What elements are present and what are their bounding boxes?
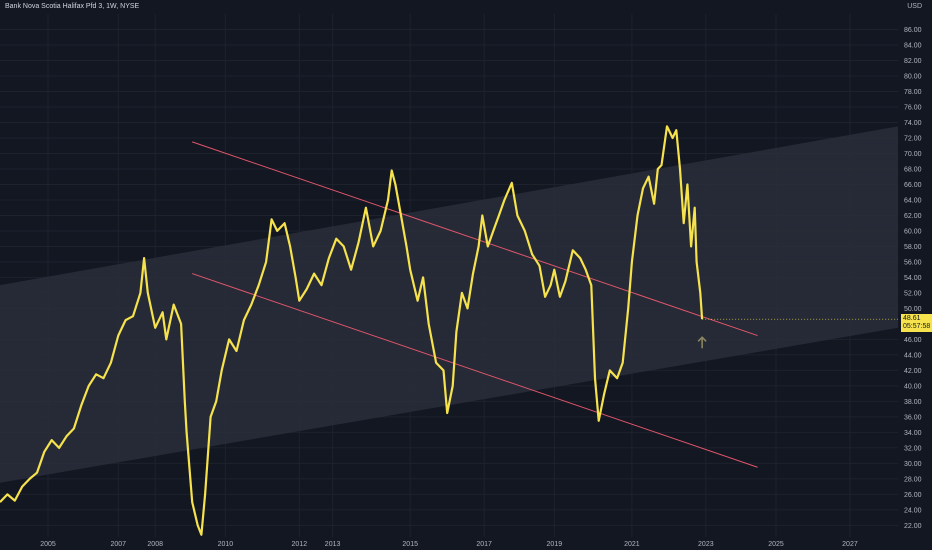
x-tick-label: 2015	[402, 541, 418, 548]
y-tick-label: 72.00	[904, 135, 922, 142]
last-price: 48.61	[903, 315, 921, 323]
y-tick-label: 68.00	[904, 166, 922, 173]
y-tick-label: 86.00	[904, 27, 922, 34]
currency-label: USD	[907, 3, 922, 10]
y-tick-label: 44.00	[904, 352, 922, 359]
y-tick-label: 34.00	[904, 430, 922, 437]
trend-line[interactable]	[192, 141, 758, 337]
y-tick-label: 74.00	[904, 120, 922, 127]
y-tick-label: 46.00	[904, 337, 922, 344]
y-tick-label: 64.00	[904, 197, 922, 204]
up-arrow-icon	[697, 336, 707, 349]
y-tick-label: 56.00	[904, 259, 922, 266]
y-tick-label: 76.00	[904, 104, 922, 111]
trend-lines[interactable]	[192, 141, 758, 468]
y-tick-label: 54.00	[904, 275, 922, 282]
y-tick-label: 60.00	[904, 228, 922, 235]
x-tick-label: 2017	[476, 541, 492, 548]
trend-line[interactable]	[192, 273, 758, 468]
y-tick-label: 40.00	[904, 383, 922, 390]
bar-countdown: 05:57:58	[903, 323, 931, 331]
time-axis[interactable]: 2005 2007 2008 2010 2012 2013 2015 2017 2019 2021…	[40, 541, 858, 548]
price-line	[0, 125, 704, 536]
x-tick-label: 2007	[110, 541, 126, 548]
y-tick-label: 70.00	[904, 151, 922, 158]
x-tick-label: 2025	[768, 541, 784, 548]
last-price-tag: 48.61 05:57:58	[901, 314, 932, 333]
y-tick-label: 78.00	[904, 89, 922, 96]
y-tick-label: 50.00	[904, 306, 922, 313]
x-tick-label: 2023	[698, 541, 714, 548]
y-tick-label: 30.00	[904, 461, 922, 468]
y-tick-label: 82.00	[904, 58, 922, 65]
y-tick-label: 28.00	[904, 476, 922, 483]
x-tick-label: 2013	[325, 541, 341, 548]
chart-title: Bank Nova Scotia Halifax Pfd 3, 1W, NYSE	[5, 3, 140, 10]
x-tick-label: 2010	[218, 541, 234, 548]
y-tick-label: 66.00	[904, 182, 922, 189]
y-tick-label: 80.00	[904, 73, 922, 80]
x-tick-label: 2027	[842, 541, 858, 548]
x-tick-label: 2008	[147, 541, 163, 548]
price-axis[interactable]: 86.00 84.00 82.00 80.00 78.00 76.00 74.00 72.00…	[904, 27, 922, 530]
y-tick-label: 22.00	[904, 523, 922, 530]
arrow-shape	[697, 336, 707, 349]
x-tick-label: 2005	[40, 541, 56, 548]
x-tick-label: 2021	[624, 541, 640, 548]
regression-channel[interactable]	[0, 126, 898, 483]
x-tick-label: 2012	[292, 541, 308, 548]
y-tick-label: 38.00	[904, 399, 922, 406]
y-tick-label: 62.00	[904, 213, 922, 220]
y-tick-label: 52.00	[904, 290, 922, 297]
y-tick-label: 84.00	[904, 42, 922, 49]
y-tick-label: 42.00	[904, 368, 922, 375]
y-tick-label: 32.00	[904, 445, 922, 452]
y-tick-label: 24.00	[904, 507, 922, 514]
x-tick-label: 2019	[547, 541, 563, 548]
y-tick-label: 58.00	[904, 244, 922, 251]
y-tick-label: 26.00	[904, 492, 922, 499]
y-tick-label: 36.00	[904, 414, 922, 421]
